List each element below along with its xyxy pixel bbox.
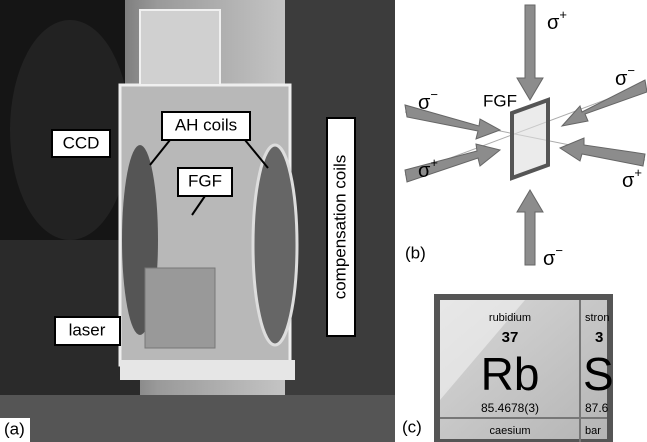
sigma: σ bbox=[543, 248, 556, 270]
label: AH coils bbox=[175, 115, 237, 134]
beam-polarization: σ− bbox=[543, 243, 563, 270]
panel-tag: (c) bbox=[402, 417, 422, 436]
label-box bbox=[326, 117, 356, 337]
tag-bg bbox=[0, 418, 30, 442]
label: FGF bbox=[188, 171, 222, 190]
sign: − bbox=[555, 243, 563, 258]
sign: + bbox=[634, 165, 642, 180]
sign: − bbox=[430, 87, 438, 102]
element-name: bar bbox=[585, 425, 601, 437]
sign: + bbox=[559, 7, 567, 22]
label-box bbox=[177, 167, 233, 197]
element-name: rubidium bbox=[489, 312, 531, 324]
label-box bbox=[54, 316, 121, 346]
label-box bbox=[51, 129, 111, 158]
beam-polarization: σ− bbox=[615, 63, 635, 90]
element-name: caesium bbox=[490, 425, 531, 437]
pointers bbox=[149, 139, 269, 216]
beam-polarization: σ+ bbox=[418, 155, 438, 182]
photo bbox=[0, 0, 395, 442]
label-box bbox=[161, 111, 251, 141]
beam-polarization: σ− bbox=[418, 87, 438, 114]
label: FGF bbox=[483, 91, 517, 110]
sigma: σ bbox=[547, 12, 560, 34]
element-number: 37 bbox=[502, 329, 519, 346]
sigma: σ bbox=[615, 68, 628, 90]
element-mass: 85.4678(3) bbox=[481, 401, 539, 415]
element-name: stron bbox=[585, 312, 609, 324]
element-number: 3 bbox=[595, 329, 603, 346]
sigma: σ bbox=[418, 92, 431, 114]
fgf-cell bbox=[510, 97, 550, 181]
panel-tag: (b) bbox=[405, 243, 426, 262]
element-symbol: Rb bbox=[481, 348, 540, 400]
sigma: σ bbox=[622, 170, 635, 192]
beam-polarization: σ+ bbox=[622, 165, 642, 192]
glare bbox=[440, 300, 525, 400]
panel-tag: (a) bbox=[4, 419, 25, 438]
sign: + bbox=[430, 155, 438, 170]
element-mass: 87.6 bbox=[585, 401, 609, 415]
label: laser bbox=[69, 320, 106, 339]
beam-arrows bbox=[404, 4, 647, 266]
sign: − bbox=[627, 63, 635, 78]
sigma: σ bbox=[418, 160, 431, 182]
label: CCD bbox=[63, 133, 100, 152]
beam-polarization: σ+ bbox=[547, 7, 567, 34]
element-symbol: S bbox=[583, 348, 614, 400]
label: compensation coils bbox=[330, 155, 349, 300]
